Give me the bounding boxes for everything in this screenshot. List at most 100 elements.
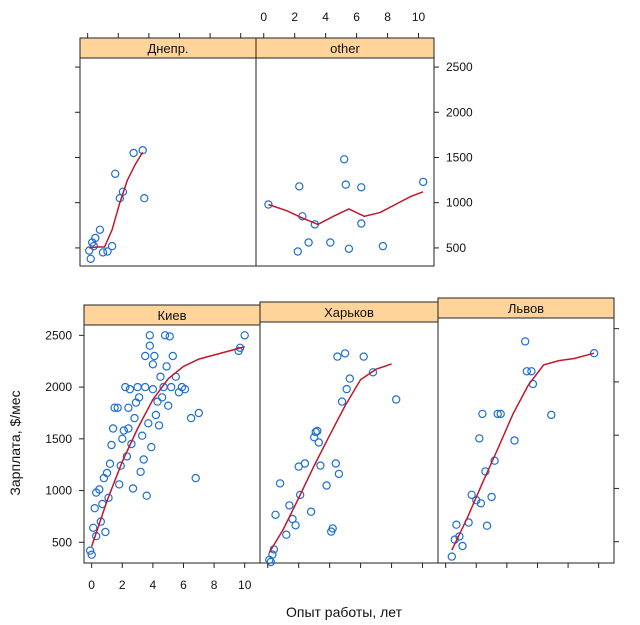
data-point xyxy=(102,468,112,478)
data-point xyxy=(337,397,347,406)
data-point xyxy=(458,541,467,551)
data-point xyxy=(165,332,174,341)
data-point xyxy=(125,385,135,394)
data-point xyxy=(124,424,133,433)
data-point xyxy=(314,438,323,447)
data-point xyxy=(186,413,196,423)
data-point xyxy=(191,473,200,483)
y-tick-label: 2000 xyxy=(45,380,72,394)
data-point xyxy=(95,485,104,494)
data-point xyxy=(476,499,486,508)
y-tick-label-right: 1500 xyxy=(446,150,473,164)
data-point xyxy=(86,254,95,263)
data-point xyxy=(333,352,342,361)
data-point xyxy=(116,461,125,470)
data-point xyxy=(104,493,113,502)
panel-title: Киев xyxy=(158,308,187,323)
data-point xyxy=(140,382,150,392)
data-point xyxy=(547,410,556,420)
data-point xyxy=(134,393,144,402)
x-tick-label-top: 0 xyxy=(260,10,267,24)
data-point xyxy=(344,244,354,253)
panel-2: Киев xyxy=(83,304,261,564)
data-point xyxy=(496,409,505,419)
x-tick-label-top: 4 xyxy=(322,10,329,24)
data-point xyxy=(138,145,147,155)
data-point xyxy=(357,219,366,228)
data-point xyxy=(128,484,138,493)
fit-line xyxy=(268,363,392,553)
data-point xyxy=(521,337,530,346)
panel-frame xyxy=(83,324,261,564)
data-point xyxy=(447,552,456,561)
data-point xyxy=(147,442,156,452)
data-point xyxy=(475,434,484,443)
x-tick-label: 10 xyxy=(238,578,252,592)
data-point xyxy=(328,524,337,533)
data-point xyxy=(91,233,100,243)
y-tick-label: 1000 xyxy=(45,484,72,498)
data-point xyxy=(316,461,325,470)
data-point xyxy=(107,440,116,450)
data-point xyxy=(150,351,159,361)
data-point xyxy=(129,148,138,158)
data-point xyxy=(235,343,245,352)
data-point xyxy=(124,403,133,412)
data-point xyxy=(95,225,105,234)
data-point xyxy=(114,480,124,489)
x-tick-label: 2 xyxy=(119,578,126,592)
x-tick-label-top: 10 xyxy=(412,10,426,24)
data-point xyxy=(136,467,145,477)
panel-title: Львов xyxy=(508,301,544,316)
data-point xyxy=(510,436,519,445)
data-point xyxy=(300,459,310,468)
panel-title: Харьков xyxy=(324,305,374,320)
data-point xyxy=(157,393,167,402)
data-point xyxy=(103,247,112,256)
panels-group: Днепр. other Киев Харьков Львов xyxy=(79,37,615,567)
data-point xyxy=(89,241,99,251)
data-point xyxy=(326,238,335,247)
data-point xyxy=(291,521,300,530)
fit-line xyxy=(89,151,144,249)
panel-4: Львов xyxy=(437,297,615,564)
data-point xyxy=(322,481,331,490)
data-point xyxy=(85,546,95,555)
x-tick-label: 0 xyxy=(88,578,95,592)
data-point xyxy=(121,382,130,392)
fit-line xyxy=(268,191,424,226)
data-point xyxy=(154,421,164,430)
data-point xyxy=(296,490,305,500)
data-point xyxy=(140,351,150,361)
data-point xyxy=(342,384,351,394)
data-point xyxy=(110,169,120,178)
data-point xyxy=(264,200,273,209)
data-point xyxy=(194,408,203,418)
data-point xyxy=(148,385,158,394)
data-point xyxy=(419,177,428,187)
panel-frame xyxy=(437,317,615,564)
data-point xyxy=(151,410,161,420)
data-point xyxy=(285,501,294,510)
data-point xyxy=(275,479,285,488)
axes-group: 0 2 4 6 8 10 500 1000 1500 2000 2500 0 2 4 6 8 10 500 1000… xyxy=(45,10,619,592)
data-point xyxy=(304,238,313,247)
y-axis-title: Зарплата, $/мес xyxy=(7,390,23,495)
data-point xyxy=(306,507,316,516)
data-point xyxy=(293,247,302,256)
data-point xyxy=(145,331,154,340)
panel-title: Днепр. xyxy=(147,41,188,56)
data-point xyxy=(268,550,277,559)
data-point xyxy=(113,403,122,412)
data-point xyxy=(145,341,154,350)
data-point xyxy=(487,492,496,502)
data-point xyxy=(168,351,177,361)
x-axis-title: Опыт работы, лет xyxy=(286,604,403,620)
x-tick-label: 8 xyxy=(211,578,218,592)
data-point xyxy=(357,183,366,192)
data-point xyxy=(295,182,304,191)
data-point xyxy=(110,403,119,412)
data-point xyxy=(334,469,344,479)
data-point xyxy=(137,431,147,440)
